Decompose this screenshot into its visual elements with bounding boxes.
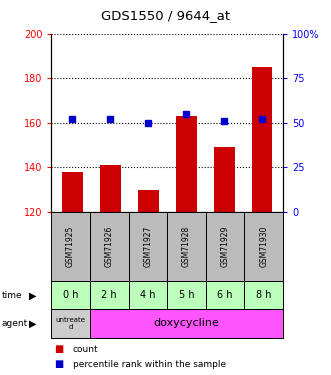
Text: doxycycline: doxycycline [154, 318, 219, 328]
Text: agent: agent [2, 319, 28, 328]
Bar [252, 67, 272, 212]
Text: untreate
d: untreate d [56, 317, 86, 330]
Text: GDS1550 / 9644_at: GDS1550 / 9644_at [101, 9, 230, 22]
Text: GSM71927: GSM71927 [143, 226, 152, 267]
Text: 4 h: 4 h [140, 290, 156, 300]
Text: percentile rank within the sample: percentile rank within the sample [73, 360, 226, 369]
Text: GSM71930: GSM71930 [259, 226, 268, 267]
Bar [176, 116, 197, 212]
Bar [138, 190, 159, 212]
Bar [213, 147, 235, 212]
Text: 6 h: 6 h [217, 290, 233, 300]
Text: GSM71926: GSM71926 [105, 226, 114, 267]
Text: ▶: ▶ [29, 290, 37, 300]
Text: time: time [2, 291, 22, 300]
Text: ■: ■ [55, 344, 64, 354]
Text: count: count [73, 345, 98, 354]
Text: 5 h: 5 h [179, 290, 194, 300]
Bar [100, 165, 121, 212]
Text: GSM71925: GSM71925 [66, 226, 75, 267]
Text: 0 h: 0 h [63, 290, 78, 300]
Text: ▶: ▶ [29, 318, 37, 328]
Text: ■: ■ [55, 360, 64, 369]
Bar [62, 172, 83, 212]
Text: 2 h: 2 h [101, 290, 117, 300]
Text: GSM71929: GSM71929 [220, 226, 230, 267]
Text: GSM71928: GSM71928 [182, 226, 191, 267]
Text: 8 h: 8 h [256, 290, 271, 300]
